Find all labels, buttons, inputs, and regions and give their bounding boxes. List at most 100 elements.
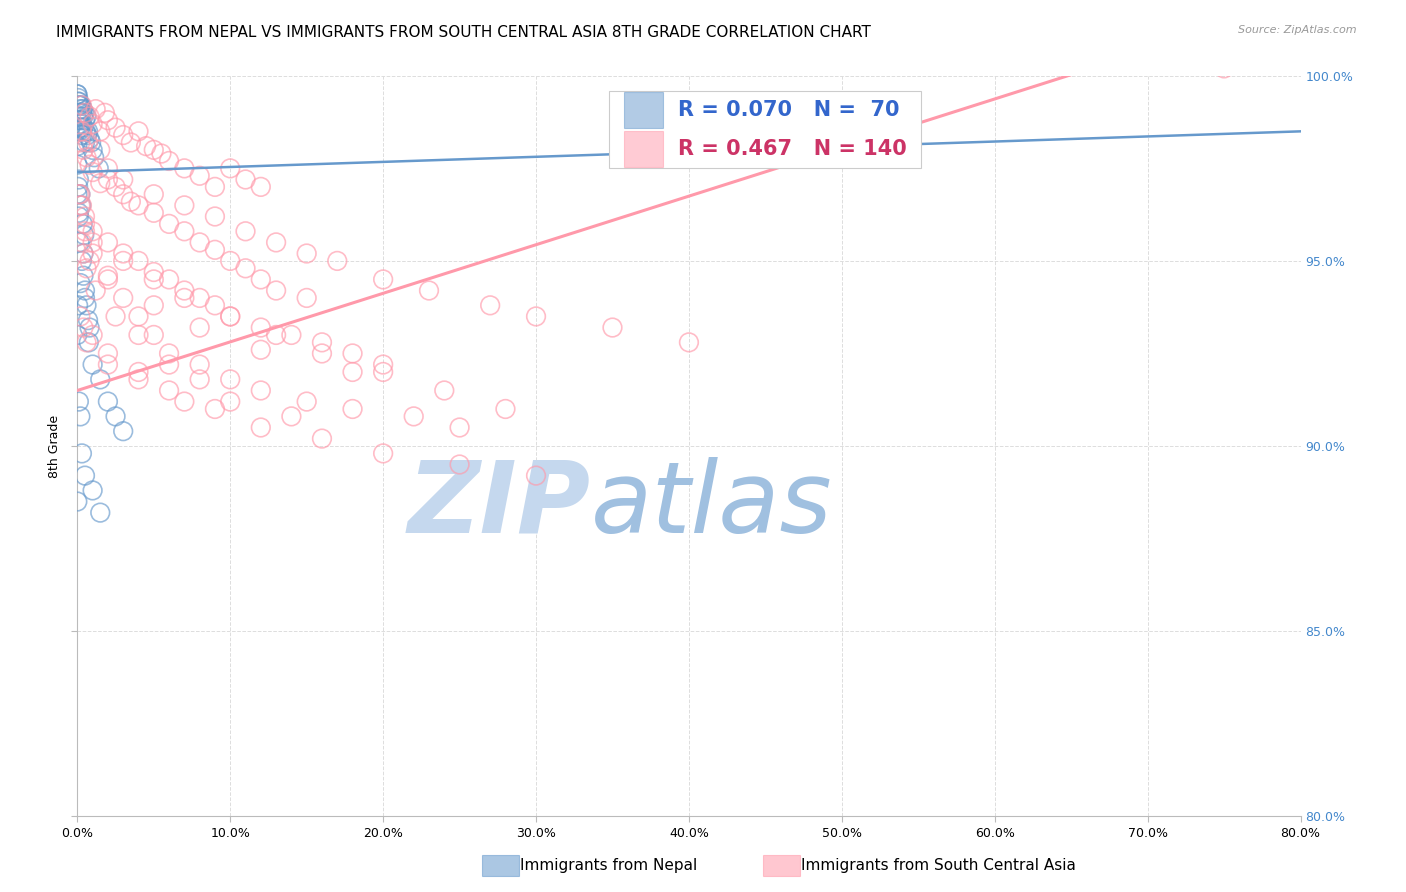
Point	[73, 105, 96, 120]
Point	[173, 284, 195, 298]
Point	[173, 161, 195, 176]
Point	[112, 187, 135, 202]
Text: atlas: atlas	[591, 457, 832, 554]
Point	[70, 235, 93, 250]
Point	[67, 98, 90, 112]
Point	[73, 210, 96, 224]
Point	[112, 291, 135, 305]
Point	[82, 327, 104, 342]
Point	[97, 172, 120, 186]
Text: ZIP: ZIP	[408, 457, 591, 554]
Point	[204, 179, 226, 194]
Point	[204, 243, 226, 257]
Point	[66, 87, 89, 102]
Point	[72, 246, 94, 260]
Point	[82, 483, 104, 498]
Point	[83, 150, 105, 164]
Point	[157, 272, 180, 286]
Point	[157, 358, 180, 372]
Point	[371, 365, 394, 379]
Point	[89, 506, 111, 520]
FancyBboxPatch shape	[609, 91, 921, 169]
Point	[97, 268, 120, 283]
Point	[67, 91, 90, 105]
Point	[82, 224, 104, 238]
Point	[67, 95, 90, 109]
Point	[280, 409, 302, 424]
Point	[418, 284, 440, 298]
Point	[79, 253, 101, 268]
Point	[69, 235, 91, 250]
Point	[104, 120, 127, 135]
Point	[150, 146, 173, 161]
Point	[127, 124, 149, 138]
Point	[173, 291, 195, 305]
Point	[66, 158, 89, 172]
Point	[524, 468, 547, 483]
Point	[219, 310, 242, 324]
Point	[402, 409, 425, 424]
Point	[69, 187, 91, 202]
Point	[67, 113, 90, 128]
Point	[70, 124, 93, 138]
Point	[371, 358, 394, 372]
Point	[157, 346, 180, 360]
Point	[70, 113, 93, 128]
Point	[112, 172, 135, 186]
Point	[89, 372, 111, 386]
Point	[89, 176, 111, 190]
Point	[97, 346, 120, 360]
Point	[89, 124, 111, 138]
Point	[70, 198, 93, 212]
Point	[104, 310, 127, 324]
Point	[250, 343, 273, 357]
Point	[188, 235, 211, 250]
Point	[69, 198, 91, 212]
Point	[97, 235, 120, 250]
Point	[82, 358, 104, 372]
Point	[70, 253, 93, 268]
Point	[127, 327, 149, 342]
Point	[70, 198, 93, 212]
Point	[204, 210, 226, 224]
Point	[76, 335, 98, 350]
Point	[76, 261, 98, 276]
Point	[127, 310, 149, 324]
Point	[371, 446, 394, 460]
Point	[70, 98, 93, 112]
Text: Immigrants from Nepal: Immigrants from Nepal	[520, 858, 697, 872]
Point	[127, 198, 149, 212]
Point	[69, 105, 91, 120]
Text: R = 0.070   N =  70: R = 0.070 N = 70	[678, 100, 900, 120]
Point	[72, 110, 94, 124]
Point	[1213, 62, 1236, 76]
Point	[72, 246, 94, 260]
Point	[67, 172, 90, 186]
Point	[219, 310, 242, 324]
Point	[67, 298, 90, 312]
Point	[82, 165, 104, 179]
Point	[69, 98, 91, 112]
Point	[72, 102, 94, 116]
Point	[79, 110, 101, 124]
Point	[69, 120, 91, 135]
Point	[342, 401, 364, 416]
Point	[104, 409, 127, 424]
Point	[127, 365, 149, 379]
Point	[264, 284, 287, 298]
Point	[66, 139, 89, 153]
Point	[602, 320, 624, 334]
Point	[79, 132, 101, 146]
Point	[235, 172, 257, 186]
Point	[142, 187, 165, 202]
Point	[250, 179, 273, 194]
Point	[142, 265, 165, 279]
Point	[73, 113, 96, 128]
Point	[67, 394, 90, 409]
Text: Immigrants from South Central Asia: Immigrants from South Central Asia	[801, 858, 1077, 872]
Point	[72, 143, 94, 157]
Point	[97, 394, 120, 409]
Point	[89, 143, 111, 157]
Point	[371, 272, 394, 286]
Point	[135, 139, 157, 153]
